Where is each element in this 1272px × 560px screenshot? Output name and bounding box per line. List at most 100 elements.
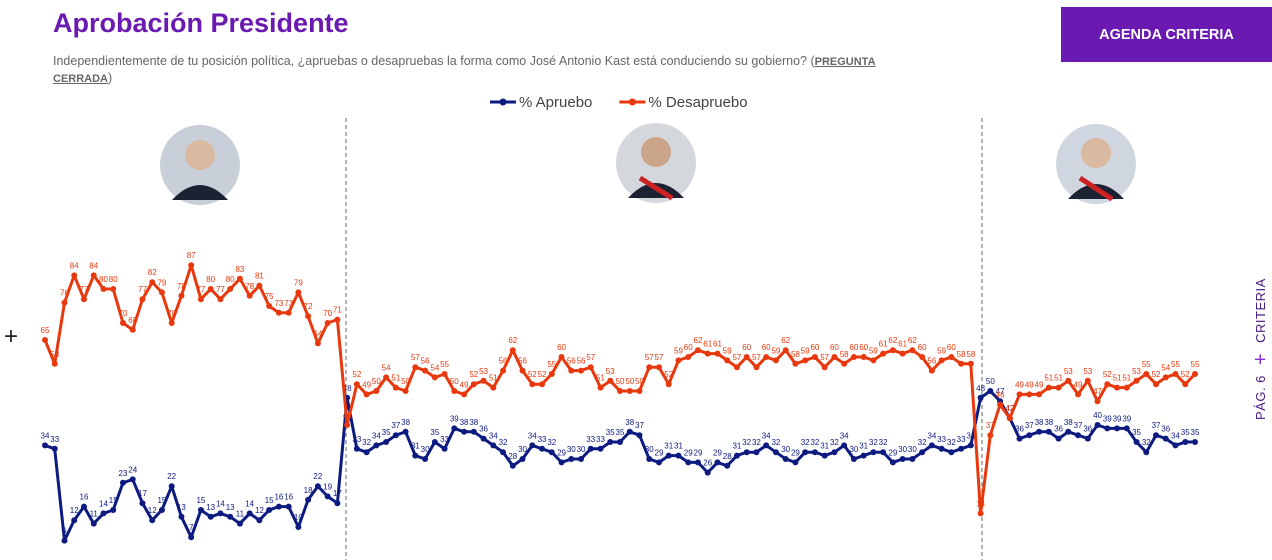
point — [197, 507, 204, 513]
point — [1182, 381, 1189, 388]
point — [266, 507, 273, 513]
point — [1114, 425, 1121, 432]
data-label: 42 — [1005, 404, 1014, 413]
data-label: 6 — [62, 527, 67, 536]
point — [782, 347, 789, 354]
data-label: 57 — [586, 353, 595, 362]
data-label: 58 — [50, 350, 59, 359]
point — [42, 337, 48, 343]
data-label: 53 — [606, 367, 615, 376]
data-label: 32 — [801, 438, 810, 447]
point — [694, 347, 701, 354]
data-label: 38 — [401, 418, 410, 427]
data-label: 48 — [976, 384, 985, 393]
point — [558, 459, 565, 466]
data-label: 58 — [957, 350, 966, 359]
point — [899, 456, 906, 462]
data-label: 51 — [1113, 374, 1122, 383]
data-label: 47 — [996, 387, 1005, 396]
point — [275, 309, 282, 316]
point — [617, 388, 623, 394]
point — [928, 367, 935, 374]
point — [1036, 428, 1043, 435]
data-label: 38 — [625, 418, 634, 427]
point — [207, 513, 214, 520]
data-label: 82 — [148, 268, 157, 277]
data-label: 39 — [1122, 414, 1131, 423]
data-label: 30 — [645, 445, 654, 454]
data-label: 33 — [440, 435, 449, 444]
chart-title: Aprobación Presidente — [53, 8, 349, 38]
point — [1006, 415, 1013, 422]
data-label: 77 — [138, 285, 147, 294]
data-label: 56 — [927, 357, 936, 366]
data-label: 35 — [1181, 428, 1190, 437]
data-label: 12 — [70, 506, 79, 515]
data-label: 64 — [313, 329, 322, 338]
data-label: 57 — [732, 353, 741, 362]
point — [139, 500, 146, 507]
point — [139, 296, 146, 303]
point — [743, 449, 750, 456]
point — [548, 449, 555, 456]
point — [636, 388, 643, 394]
data-label: 22 — [313, 472, 322, 481]
question-type[interactable]: PREGUNTA CERRADA — [53, 56, 876, 85]
data-label: 30 — [577, 445, 586, 454]
data-label: 55 — [1171, 360, 1180, 369]
point — [763, 354, 770, 360]
data-label: 32 — [362, 438, 371, 447]
data-label: 57 — [645, 353, 654, 362]
data-label: 50 — [372, 377, 381, 386]
point — [958, 360, 965, 367]
data-label: 58 — [791, 350, 800, 359]
point — [246, 510, 253, 517]
point — [753, 449, 760, 456]
point — [451, 388, 458, 394]
point — [334, 500, 341, 507]
data-label: 31 — [411, 442, 420, 451]
data-label: 29 — [791, 448, 800, 457]
data-label: 36 — [1054, 425, 1063, 434]
data-label: 71 — [333, 306, 342, 315]
data-label: 62 — [781, 336, 790, 345]
data-label: 35 — [430, 428, 439, 437]
point — [305, 313, 312, 320]
point — [909, 347, 916, 354]
data-label: 34 — [762, 431, 771, 440]
point — [383, 439, 390, 445]
data-label: 57 — [655, 353, 664, 362]
data-label: 50 — [986, 377, 995, 386]
data-label: 55 — [1142, 360, 1151, 369]
data-label: 49 — [1035, 380, 1044, 389]
point — [870, 449, 877, 456]
data-label: 62 — [508, 336, 517, 345]
data-label: 37 — [635, 421, 644, 430]
point — [324, 493, 331, 500]
point — [90, 272, 97, 279]
data-label: 50 — [401, 377, 410, 386]
point — [548, 371, 555, 377]
data-label: 55 — [440, 360, 449, 369]
data-label: 18 — [304, 486, 313, 495]
data-label: 79 — [157, 278, 166, 287]
data-label: 60 — [947, 343, 956, 352]
agenda-button[interactable]: AGENDA CRITERIA — [1061, 7, 1272, 62]
data-label: 80 — [206, 275, 215, 284]
data-label: 57 — [820, 353, 829, 362]
point — [42, 442, 48, 449]
point — [694, 459, 701, 466]
point — [51, 445, 58, 452]
point — [61, 299, 68, 306]
point — [509, 462, 516, 469]
data-label: 39 — [1113, 414, 1122, 423]
data-label: 15 — [109, 496, 118, 505]
data-label: 32 — [918, 438, 927, 447]
point — [256, 517, 263, 524]
point — [558, 354, 565, 360]
data-label: 49 — [362, 380, 371, 389]
data-label: 53 — [1064, 367, 1073, 376]
data-label: 51 — [391, 374, 400, 383]
point — [480, 435, 487, 442]
